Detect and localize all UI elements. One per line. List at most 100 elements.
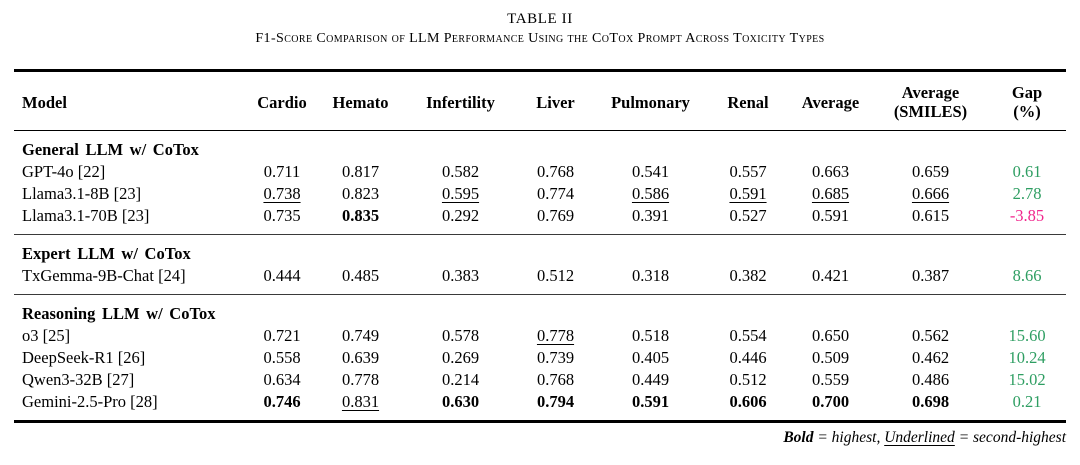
score-underlined: 0.666: [911, 184, 950, 203]
score-cell: 0.558: [263, 348, 301, 367]
score-cell: 0.606: [729, 392, 767, 411]
gap-cell: 10.24: [1008, 348, 1046, 367]
table-header: Model Cardio Hemato Infertility Liver Pulmona…: [14, 70, 1066, 131]
table-row: DeepSeek-R1 [26] 0.558 0.639 0.269 0.739 0.40…: [14, 347, 1066, 369]
section-title-row: Reasoning LLM w/ CoTox: [14, 294, 1066, 325]
score-cell: 0.421: [811, 266, 850, 285]
gap-cell: -3.85: [1009, 206, 1045, 225]
score-cell: 0.768: [536, 162, 575, 181]
table-number: TABLE II: [507, 11, 573, 27]
score-cell: 0.700: [811, 392, 850, 411]
gap-cell: 0.61: [1012, 162, 1042, 181]
score-cell: 0.774: [536, 184, 575, 203]
model-name: Gemini-2.5-Pro [28]: [22, 392, 158, 411]
column-header-average-smiles: Average (SMILES): [873, 70, 988, 131]
score-cell: 0.711: [263, 162, 301, 181]
score-cell: 0.634: [263, 370, 301, 389]
table-header-row: Model Cardio Hemato Infertility Liver Pulmona…: [14, 70, 1066, 131]
score-cell: 0.739: [536, 348, 575, 367]
column-header-infertility: Infertility: [403, 70, 518, 131]
score-cell: 0.512: [536, 266, 575, 285]
score-cell: 0.527: [729, 206, 767, 225]
column-header-gap-: Gap (%): [988, 70, 1066, 131]
score-cell: 0.663: [811, 162, 850, 181]
score-cell: 0.685: [788, 183, 873, 205]
table-row: Llama3.1-70B [23] 0.735 0.835 0.292 0.769 0.3…: [14, 205, 1066, 235]
gap-cell: 15.60: [1008, 326, 1046, 345]
score-cell: 0.823: [341, 184, 380, 203]
column-header-cardio: Cardio: [246, 70, 318, 131]
section-title: Reasoning LLM w/ CoTox: [14, 294, 1066, 325]
score-cell: 0.591: [631, 392, 670, 411]
model-name: o3 [25]: [22, 326, 71, 345]
model-name: TxGemma-9B-Chat [24]: [22, 266, 186, 285]
score-cell: 0.292: [441, 206, 480, 225]
score-cell: 0.749: [341, 326, 380, 345]
section-title: General LLM w/ CoTox: [22, 140, 199, 159]
score-underlined: 0.685: [811, 184, 850, 203]
table-title: F1-Score Comparison of LLM Performance U…: [255, 31, 825, 46]
score-cell: 0.630: [441, 392, 480, 411]
legend-underline-def: = second-highest: [954, 429, 1066, 446]
score-cell: 0.485: [341, 266, 380, 285]
section-title: Expert LLM w/ CoTox: [14, 234, 1066, 265]
model-name: DeepSeek-R1 [26]: [22, 348, 146, 367]
score-cell: 0.650: [811, 326, 850, 345]
column-header-hemato: Hemato: [318, 70, 403, 131]
score-underlined: 0.738: [263, 184, 301, 203]
score-cell: 0.769: [536, 206, 575, 225]
score-cell: 0.768: [536, 370, 575, 389]
score-cell: 0.444: [263, 266, 301, 285]
column-header-liver: Liver: [518, 70, 593, 131]
gap-cell: 0.21: [1012, 392, 1042, 411]
score-cell: 0.591: [708, 183, 788, 205]
score-cell: 0.382: [729, 266, 767, 285]
legend-bold-def: = highest,: [813, 429, 885, 446]
score-underlined: 0.595: [441, 184, 480, 203]
section-title-row: Expert LLM w/ CoTox: [14, 234, 1066, 265]
gap-cell: 2.78: [1012, 184, 1042, 203]
legend-underline-term: Underlined: [884, 429, 955, 446]
table-row: GPT-4o [22] 0.711 0.817 0.582 0.768 0.541 0.55…: [14, 161, 1066, 183]
score-cell: 0.746: [263, 392, 301, 411]
model-name: Llama3.1-70B [23]: [22, 206, 150, 225]
score-cell: 0.405: [631, 348, 670, 367]
score-cell: 0.817: [341, 162, 380, 181]
column-header-renal: Renal: [708, 70, 788, 131]
score-cell: 0.659: [911, 162, 950, 181]
model-name: GPT-4o [22]: [22, 162, 106, 181]
score-cell: 0.615: [911, 206, 950, 225]
score-underlined: 0.586: [631, 184, 670, 203]
score-cell: 0.383: [441, 266, 480, 285]
score-underlined: 0.778: [536, 326, 575, 345]
score-cell: 0.639: [341, 348, 380, 367]
table-row: Llama3.1-8B [23] 0.738 0.823 0.595 0.774 0.58…: [14, 183, 1066, 205]
table-caption: TABLE II F1-Score Comparison of LLM Perf…: [0, 0, 1080, 48]
table-row: Gemini-2.5-Pro [28] 0.746 0.831 0.630 0.794 0…: [14, 391, 1066, 422]
score-cell: 0.557: [729, 162, 767, 181]
column-header-average: Average: [788, 70, 873, 131]
section-title-row: General LLM w/ CoTox: [14, 131, 1066, 162]
score-cell: 0.391: [631, 206, 670, 225]
table-legend: Bold = highest, Underlined = second-high…: [14, 428, 1066, 448]
score-cell: 0.387: [911, 266, 950, 285]
score-cell: 0.582: [441, 162, 480, 181]
score-cell: 0.831: [318, 391, 403, 422]
score-cell: 0.486: [911, 370, 950, 389]
score-cell: 0.595: [403, 183, 518, 205]
score-cell: 0.518: [631, 326, 670, 345]
column-header-model: Model: [14, 70, 246, 131]
score-cell: 0.541: [631, 162, 670, 181]
score-cell: 0.562: [911, 326, 950, 345]
score-cell: 0.449: [631, 370, 670, 389]
score-cell: 0.778: [518, 325, 593, 347]
table-row: o3 [25] 0.721 0.749 0.578 0.778 0.518 0.554 0.6…: [14, 325, 1066, 347]
score-cell: 0.578: [441, 326, 480, 345]
model-name: Llama3.1-8B [23]: [22, 184, 142, 203]
table-row: TxGemma-9B-Chat [24] 0.444 0.485 0.383 0.512…: [14, 265, 1066, 295]
score-cell: 0.446: [729, 348, 767, 367]
gap-cell: 8.66: [1012, 266, 1042, 285]
score-cell: 0.318: [631, 266, 670, 285]
score-cell: 0.586: [593, 183, 708, 205]
score-cell: 0.794: [536, 392, 575, 411]
